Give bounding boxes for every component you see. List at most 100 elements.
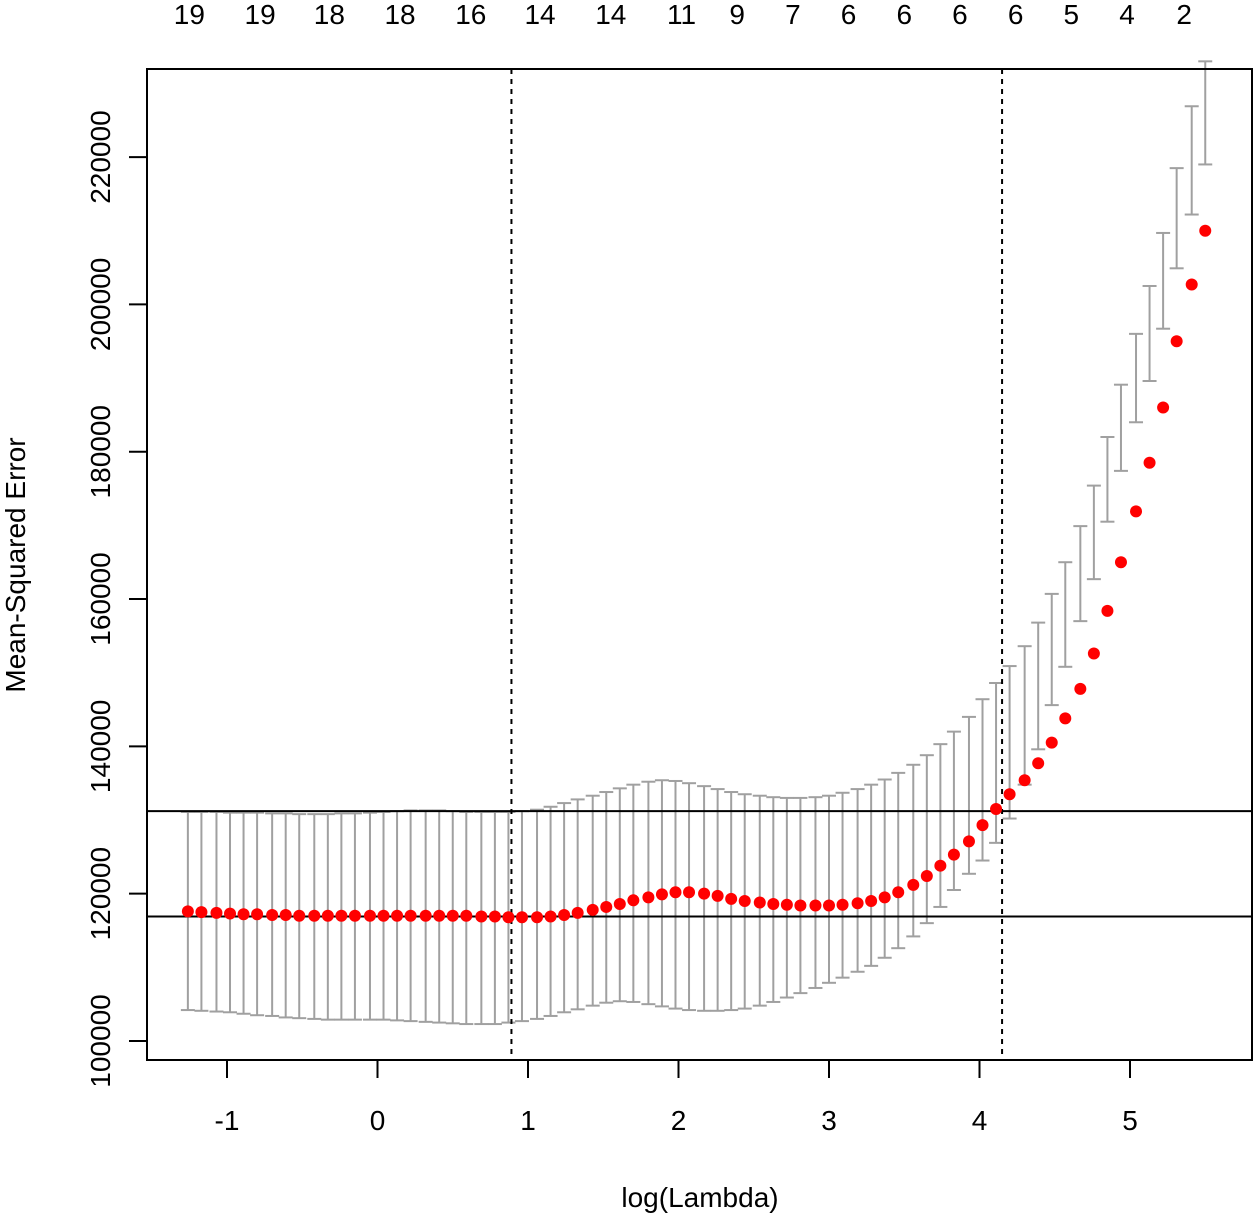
error-bar	[570, 798, 585, 1011]
data-point	[767, 897, 780, 910]
data-point	[613, 897, 626, 910]
error-bar	[1184, 105, 1199, 216]
error-bar	[1100, 435, 1115, 523]
data-point	[947, 848, 960, 861]
error-bar	[906, 763, 921, 938]
data-point	[558, 909, 571, 922]
error-bar	[891, 771, 906, 950]
data-point	[181, 905, 194, 918]
data-point	[348, 909, 361, 922]
top-axis-labels: 19 19 18 18 16 14 14 11 9 7 6 6 6 6 5 4 2	[174, 0, 1192, 30]
data-point	[308, 909, 321, 922]
x-axis-label: log(Lambda)	[621, 1182, 778, 1213]
data-point	[809, 899, 822, 912]
data-point	[1074, 682, 1087, 695]
data-point	[683, 886, 696, 899]
x-axis: -1 0 1 2 3 4 5	[215, 1059, 1138, 1136]
top-axis-label: 4	[1119, 0, 1135, 30]
data-point	[586, 903, 599, 916]
error-bar	[793, 796, 808, 995]
data-point	[391, 909, 404, 922]
data-point	[1199, 224, 1212, 237]
data-point	[1185, 278, 1198, 291]
plot-area	[146, 60, 1253, 1061]
data-point	[780, 898, 793, 911]
error-bar	[808, 796, 823, 989]
data-point	[266, 909, 279, 922]
error-bar	[1086, 484, 1101, 581]
data-point	[488, 910, 501, 923]
data-point	[363, 909, 376, 922]
top-axis-label: 18	[314, 0, 345, 30]
error-bar	[1129, 332, 1144, 424]
top-axis-label: 19	[245, 0, 276, 30]
y-tick-label: 180000	[85, 405, 116, 498]
error-bar	[557, 802, 572, 1014]
top-axis-label: 19	[174, 0, 205, 30]
y-tick-label: 160000	[85, 552, 116, 645]
error-bar	[919, 754, 934, 925]
data-point	[1114, 556, 1127, 569]
x-tick-label: 1	[520, 1105, 536, 1136]
error-bar	[1031, 621, 1046, 751]
top-axis-label: 9	[729, 0, 745, 30]
data-point	[210, 906, 223, 919]
y-tick-label: 220000	[85, 110, 116, 203]
error-bar	[1198, 60, 1213, 166]
error-bar	[961, 715, 976, 875]
data-point	[892, 886, 905, 899]
data-point	[446, 909, 459, 922]
data-point	[475, 910, 488, 923]
data-point	[907, 878, 920, 891]
top-axis-label: 6	[952, 0, 968, 30]
x-tick-label: 5	[1122, 1105, 1138, 1136]
y-tick-label: 120000	[85, 847, 116, 940]
error-bar	[1142, 284, 1157, 383]
data-point	[195, 906, 208, 919]
error-bar	[989, 682, 1004, 844]
data-point	[279, 909, 292, 922]
data-point	[404, 909, 417, 922]
top-axis-label: 6	[1008, 0, 1024, 30]
top-axis-label: 11	[667, 0, 696, 30]
x-tick-label: 4	[972, 1105, 988, 1136]
data-point	[627, 894, 640, 907]
data-point	[851, 897, 864, 910]
data-point	[515, 911, 528, 924]
error-bar	[1073, 525, 1088, 623]
error-bar	[1044, 592, 1059, 707]
error-bar	[1113, 383, 1128, 472]
error-bar	[864, 783, 879, 967]
plot-frame	[146, 68, 1253, 1061]
error-bar	[975, 698, 990, 862]
top-axis-label: 6	[896, 0, 912, 30]
data-point	[419, 909, 432, 922]
top-axis-label: 7	[785, 0, 801, 30]
y-axis: 100000 120000 140000 160000 180000 200000 2200…	[85, 110, 148, 1088]
data-point	[976, 819, 989, 832]
data-point	[642, 891, 655, 904]
data-point	[711, 889, 724, 902]
error-bar	[1058, 561, 1073, 668]
data-point	[1143, 456, 1156, 469]
data-point	[962, 835, 975, 848]
data-point	[920, 870, 933, 883]
data-point	[1101, 604, 1114, 617]
data-point	[1003, 788, 1016, 801]
data-point	[460, 909, 473, 922]
data-point	[698, 887, 711, 900]
data-point	[335, 909, 348, 922]
data-point	[544, 910, 557, 923]
error-bar	[1169, 167, 1184, 270]
top-axis-label: 16	[455, 0, 486, 30]
error-bar	[835, 791, 850, 979]
data-point	[990, 802, 1003, 815]
error-bar	[933, 743, 948, 908]
data-point	[321, 909, 334, 922]
data-point	[753, 896, 766, 909]
data-point	[738, 895, 751, 908]
error-bar	[779, 796, 794, 999]
data-point	[571, 906, 584, 919]
error-bar	[612, 787, 627, 1003]
data-point	[600, 900, 613, 913]
